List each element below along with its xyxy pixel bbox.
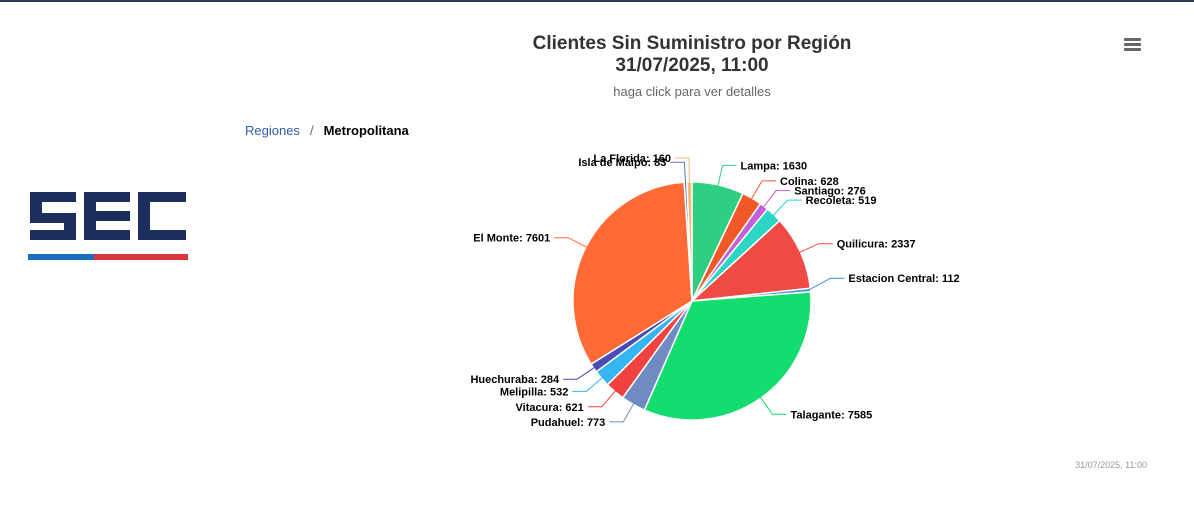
connector-estacion-central xyxy=(808,277,845,291)
sec-logo xyxy=(28,192,188,260)
data-label-melipilla: Melipilla: 532 xyxy=(500,386,568,398)
connector-melipilla xyxy=(572,376,604,392)
chart-title-timestamp: 31/07/2025, 11:00 xyxy=(615,55,769,76)
data-label-recoleta: Recoleta: 519 xyxy=(806,195,877,207)
data-label-estacion-central: Estacion Central: 112 xyxy=(848,273,959,285)
connector-isla-de-maipo xyxy=(670,161,687,185)
chart-title: Clientes Sin Suministro por Región xyxy=(532,33,852,54)
connector-huechuraba xyxy=(563,366,596,380)
data-label-la-florida: La Florida: 160 xyxy=(593,153,671,165)
connector-pudahuel xyxy=(609,402,635,423)
breadcrumb-regiones-link[interactable]: Regiones xyxy=(245,123,300,138)
top-border xyxy=(0,0,1194,2)
data-label-lampa: Lampa: 1630 xyxy=(741,160,808,172)
connector-talagante xyxy=(759,396,787,415)
connector-lampa xyxy=(717,164,737,188)
data-label-colina: Colina: 628 xyxy=(780,176,839,188)
data-label-quilicura: Quilicura: 2337 xyxy=(837,239,916,251)
connector-colina xyxy=(750,180,776,201)
breadcrumb-separator: / xyxy=(309,123,314,138)
breadcrumb-current: Metropolitana xyxy=(323,123,409,138)
data-label-isla-de-maipo: Isla de Maipo: 83 xyxy=(578,157,666,169)
data-label-el-monte: El Monte: 7601 xyxy=(473,233,550,245)
connector-vitacura xyxy=(587,389,617,408)
connector-el-monte xyxy=(554,237,589,249)
hamburger-menu-icon[interactable] xyxy=(1122,36,1144,54)
chart-credits: 31/07/2025, 11:00 xyxy=(1075,460,1147,470)
data-label-huechuraba: Huechuraba: 284 xyxy=(470,374,560,386)
breadcrumb: Regiones / Metropolitana xyxy=(245,123,409,139)
data-label-talagante: Talagante: 7585 xyxy=(791,409,873,421)
connector-quilicura xyxy=(798,243,833,254)
data-label-pudahuel: Pudahuel: 773 xyxy=(531,417,606,429)
connector-santiago xyxy=(762,189,791,209)
connector-recoleta xyxy=(772,199,802,217)
connector-la-florida xyxy=(675,157,690,185)
data-label-vitacura: Vitacura: 621 xyxy=(516,402,584,414)
chart-subtitle: haga click para ver detalles xyxy=(613,84,771,99)
data-label-santiago: Santiago: 276 xyxy=(794,185,866,197)
